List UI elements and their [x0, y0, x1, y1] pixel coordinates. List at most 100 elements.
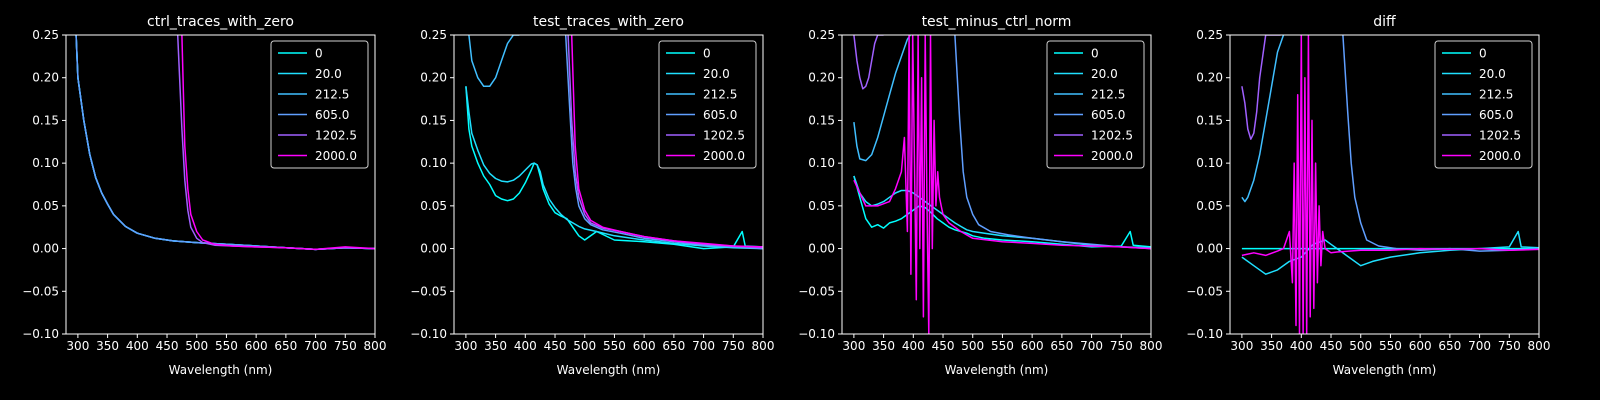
legend-label: 0: [1479, 47, 1487, 61]
x-tick-label: 500: [185, 339, 208, 353]
legend-label: 212.5: [1091, 88, 1125, 102]
series-line-212.5: [1241, 35, 1285, 203]
y-tick-label: 0.20: [1196, 71, 1223, 85]
chart-title: test_minus_ctrl_norm: [922, 14, 1072, 30]
series-line-2000.0: [1241, 35, 1539, 334]
y-tick-label: 0.15: [1196, 113, 1223, 127]
y-tick-label: −0.10: [22, 327, 59, 341]
legend-label: 0: [703, 47, 711, 61]
legend-label: 20.0: [1479, 67, 1506, 81]
chart-title: ctrl_traces_with_zero: [147, 14, 294, 30]
chart-panel-2: 300 350 400 450 500 550 600 650 700 750 800 −0.10 −0…: [410, 14, 775, 377]
series-line-212.5: [468, 35, 520, 88]
y-tick-label: −0.05: [798, 284, 835, 298]
x-tick-label: 650: [274, 339, 297, 353]
legend-label: 0: [315, 47, 323, 61]
y-tick-label: 0.25: [32, 28, 59, 42]
x-tick-label: 350: [484, 339, 507, 353]
chart-panel-3: 300 350 400 450 500 550 600 650 700 750 800 −0.10 −0…: [798, 14, 1162, 377]
y-tick-label: 0.00: [808, 242, 835, 256]
x-tick-label: 550: [1379, 339, 1402, 353]
x-tick-label: 600: [1021, 339, 1044, 353]
series-line-20.0: [465, 86, 763, 250]
x-axis-label: Wavelength (nm): [945, 363, 1049, 377]
series-line-2000.0: [570, 35, 763, 248]
legend-label: 212.5: [703, 88, 737, 102]
x-tick-label: 300: [1230, 339, 1253, 353]
chart-panel-4: 300 350 400 450 500 550 600 650 700 750 800 −0.10 −0…: [1186, 14, 1550, 377]
x-tick-label: 800: [752, 339, 775, 353]
y-tick-label: −0.10: [410, 327, 447, 341]
legend-label: 605.0: [1091, 108, 1125, 122]
y-tick-label: 0.20: [808, 71, 835, 85]
x-tick-label: 500: [961, 339, 984, 353]
x-tick-label: 450: [1320, 339, 1343, 353]
x-axis-label: Wavelength (nm): [1333, 363, 1437, 377]
x-tick-label: 400: [902, 339, 925, 353]
legend-label: 20.0: [1091, 67, 1118, 81]
y-tick-label: −0.05: [22, 284, 59, 298]
y-tick-label: −0.10: [798, 327, 835, 341]
legend-label: 1202.5: [703, 129, 745, 143]
y-tick-label: 0.05: [808, 199, 835, 213]
y-tick-label: 0.25: [808, 28, 835, 42]
y-tick-label: 0.10: [420, 156, 447, 170]
y-tick-label: 0.10: [32, 156, 59, 170]
x-tick-label: 700: [692, 339, 715, 353]
legend: 0 20.0 212.5 605.0 1202.5 2000.0: [658, 40, 757, 169]
series-line-605.0: [1342, 35, 1539, 252]
x-tick-label: 450: [156, 339, 179, 353]
series-line-2000.0: [181, 35, 375, 251]
series-line-605.0: [564, 35, 763, 250]
x-tick-label: 550: [603, 339, 626, 353]
y-tick-label: 0.05: [32, 199, 59, 213]
series-line-212.5: [853, 35, 911, 162]
x-tick-label: 300: [842, 339, 865, 353]
y-tick-label: −0.10: [1186, 327, 1223, 341]
legend-label: 0: [1091, 47, 1099, 61]
legend-label: 2000.0: [1479, 149, 1521, 163]
y-tick-label: 0.15: [420, 113, 447, 127]
y-tick-label: 0.00: [32, 242, 59, 256]
x-tick-label: 350: [872, 339, 895, 353]
x-axis-label: Wavelength (nm): [169, 363, 273, 377]
legend-label: 2000.0: [703, 149, 745, 163]
x-tick-label: 600: [1409, 339, 1432, 353]
series-line-0: [465, 86, 763, 250]
y-tick-label: 0.00: [1196, 242, 1223, 256]
series-line-1202.5: [853, 35, 884, 90]
legend-label: 212.5: [315, 88, 349, 102]
x-tick-label: 400: [514, 339, 537, 353]
x-tick-label: 650: [1050, 339, 1073, 353]
x-tick-label: 350: [1260, 339, 1283, 353]
y-tick-label: 0.05: [420, 199, 447, 213]
y-tick-label: −0.05: [1186, 284, 1223, 298]
legend-label: 212.5: [1479, 88, 1513, 102]
series-line-1202.5: [1241, 35, 1281, 140]
series-line-605.0: [954, 35, 1151, 250]
y-tick-label: 0.20: [32, 71, 59, 85]
x-tick-label: 750: [722, 339, 745, 353]
chart-title: diff: [1373, 14, 1396, 30]
x-tick-label: 700: [1468, 339, 1491, 353]
x-tick-label: 300: [454, 339, 477, 353]
axes-frame: [1229, 34, 1540, 335]
x-tick-label: 600: [245, 339, 268, 353]
x-tick-label: 750: [1498, 339, 1521, 353]
axes-frame: [453, 34, 764, 335]
x-tick-label: 800: [364, 339, 387, 353]
y-tick-label: 0.25: [420, 28, 447, 42]
x-tick-label: 500: [1349, 339, 1372, 353]
x-axis-label: Wavelength (nm): [557, 363, 661, 377]
x-tick-label: 700: [304, 339, 327, 353]
x-tick-label: 300: [66, 339, 89, 353]
legend-label: 20.0: [315, 67, 342, 81]
x-tick-label: 450: [932, 339, 955, 353]
chart-panel-1: 300 350 400 450 500 550 600 650 700 750 800 −0.10 −0…: [22, 14, 387, 377]
legend-label: 2000.0: [315, 149, 357, 163]
series-line-20.0: [853, 175, 1151, 249]
axes-frame: [841, 34, 1152, 335]
y-tick-label: 0.25: [1196, 28, 1223, 42]
x-tick-label: 550: [991, 339, 1014, 353]
